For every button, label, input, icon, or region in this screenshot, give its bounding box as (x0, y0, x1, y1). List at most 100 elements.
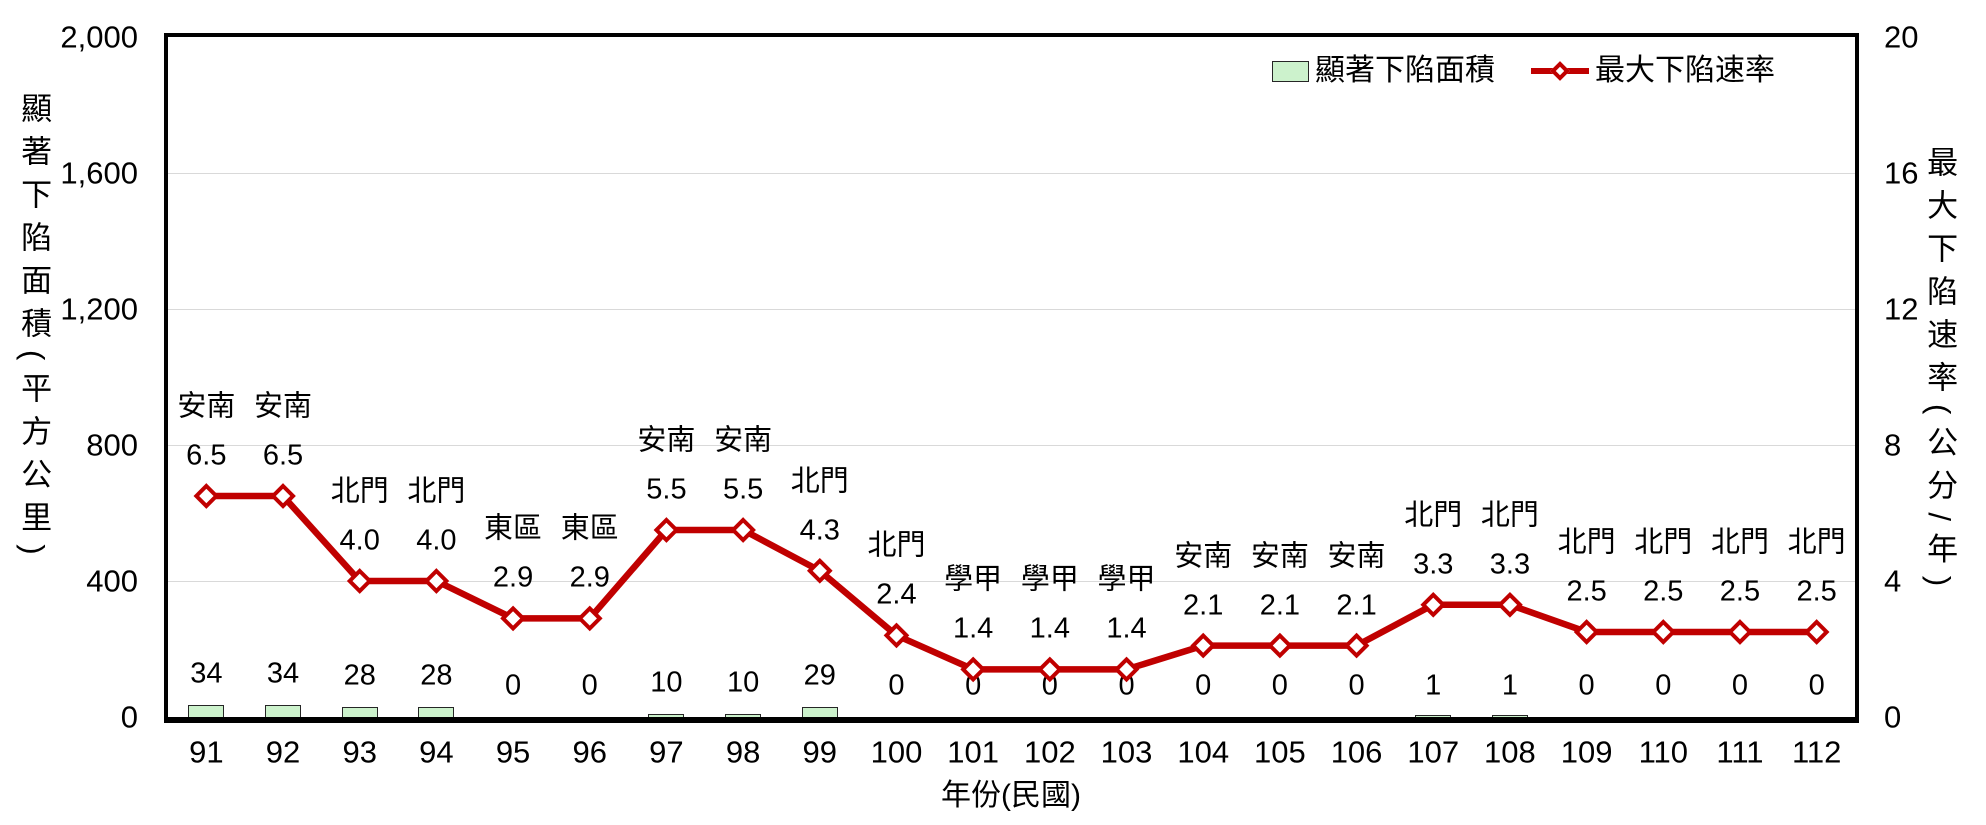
point-location-label: 北門 (867, 529, 926, 562)
y-left-tick-label: 0 (120, 699, 138, 735)
x-tick-label: 102 (1023, 734, 1076, 770)
point-location-label: 東區 (560, 512, 619, 545)
x-tick-label: 104 (1177, 734, 1230, 770)
x-tick-label: 112 (1791, 734, 1842, 770)
y-left-tick-label: 2,000 (60, 19, 138, 55)
y-left-tick-label: 1,200 (60, 291, 138, 327)
bar (1491, 715, 1528, 717)
point-location-label: 學甲 (1097, 563, 1156, 596)
diamond-marker-icon (806, 557, 833, 584)
rate-line-series (193, 483, 1830, 683)
point-value-label: 2.1 (1183, 589, 1224, 622)
bar-value-label: 0 (1731, 669, 1749, 702)
bar-value-label: 1 (1425, 669, 1442, 702)
bar (265, 705, 302, 717)
point-location-label: 學甲 (944, 563, 1003, 596)
y-left-tick-label: 800 (86, 427, 138, 463)
point-value-label: 6.5 (262, 439, 304, 472)
x-tick-label: 100 (870, 734, 923, 770)
legend-item-rate: 最大下陷速率 (1531, 56, 1775, 86)
gridline (168, 581, 1855, 582)
diamond-marker-icon (960, 656, 986, 683)
diamond-marker-icon (1420, 591, 1447, 618)
x-tick-label: 101 (947, 734, 1000, 770)
legend-label-rate: 最大下陷速率 (1595, 54, 1775, 87)
bar-value-label: 0 (504, 669, 522, 702)
bar-value-label: 0 (581, 669, 598, 702)
gridline (168, 173, 1855, 174)
diamond-marker-icon (576, 605, 603, 632)
bar-value-label: 0 (1041, 669, 1058, 702)
diamond-marker-icon (1037, 656, 1063, 683)
x-tick-label: 93 (342, 734, 377, 770)
x-tick-label: 107 (1407, 734, 1460, 770)
point-value-label: 1.4 (1029, 612, 1070, 645)
point-location-label: 東區 (484, 512, 543, 545)
bar-value-label: 10 (650, 666, 683, 699)
point-location-label: 北門 (1404, 499, 1463, 532)
point-value-label: 5.5 (646, 473, 687, 506)
point-location-label: 北門 (1480, 499, 1539, 532)
bar-value-label: 1 (1501, 669, 1518, 702)
point-location-label: 安南 (1250, 540, 1309, 573)
x-tick-label: 103 (1100, 734, 1153, 770)
point-location-label: 安南 (1327, 540, 1386, 573)
point-value-label: 3.3 (1489, 548, 1531, 581)
line-path (206, 492, 1817, 673)
bar-value-label: 0 (1808, 669, 1825, 702)
diamond-marker-icon (1343, 632, 1370, 659)
x-tick-label: 105 (1254, 734, 1306, 770)
point-location-label: 北門 (1710, 526, 1769, 559)
point-value-label: 2.1 (1336, 589, 1377, 622)
bar (1415, 715, 1452, 717)
point-value-label: 6.5 (186, 439, 227, 472)
x-tick-label: 99 (802, 734, 838, 770)
point-location-label: 安南 (254, 390, 313, 423)
bar-value-label: 0 (1271, 669, 1288, 702)
gridline (168, 445, 1855, 446)
diamond-marker-icon (500, 605, 526, 632)
bar (648, 713, 685, 717)
point-value-label: 2.9 (492, 561, 534, 594)
diamond-marker-icon (423, 568, 450, 594)
y-right-tick-label: 8 (1884, 427, 1902, 463)
x-tick-label: 94 (419, 734, 454, 770)
point-value-label: 2.5 (1643, 575, 1684, 608)
x-tick-label: 91 (189, 734, 224, 770)
bar-value-label: 10 (726, 666, 760, 699)
y-left-tick-label: 400 (86, 563, 138, 599)
x-tick-label: 97 (649, 734, 684, 770)
bar-value-label: 28 (420, 659, 453, 692)
point-value-label: 2.1 (1259, 589, 1301, 622)
bar-value-label: 34 (266, 657, 300, 690)
x-tick-label: 109 (1560, 734, 1613, 770)
diamond-marker-icon (653, 517, 680, 543)
point-location-label: 北門 (1557, 526, 1616, 559)
point-value-label: 1.4 (1106, 612, 1147, 645)
point-value-label: 2.9 (569, 561, 610, 594)
point-value-label: 2.5 (1796, 575, 1837, 608)
plot-area: 34 34 28 28 0 0 10 10 29 0 0 0 0 0 0 0 1 1 0 0 0 0 安南 6.5 安南 6.5 北… (164, 33, 1859, 723)
point-location-label: 安南 (1174, 540, 1233, 573)
bar-value-label: 0 (1118, 669, 1135, 702)
point-location-label: 安南 (637, 424, 696, 457)
x-tick-label: 95 (495, 734, 531, 770)
legend-item-area: 顯著下陷面積 (1272, 56, 1495, 86)
diamond-marker-icon (730, 517, 756, 543)
diamond-marker-icon (1497, 591, 1523, 618)
bar-value-label: 0 (965, 669, 982, 702)
diamond-marker-icon (346, 568, 373, 594)
diamond-marker-icon (1113, 656, 1140, 683)
x-tick-label: 92 (265, 734, 301, 770)
point-location-label: 北門 (1634, 526, 1693, 559)
diamond-marker-icon (1190, 632, 1217, 659)
y-right-tick-label: 4 (1884, 563, 1902, 599)
diamond-marker-icon (193, 483, 220, 509)
point-value-label: 4.3 (799, 514, 840, 547)
y-right-tick-label: 16 (1884, 155, 1919, 191)
bar-value-label: 0 (888, 669, 905, 702)
diamond-marker-icon (1727, 619, 1753, 645)
point-location-label: 北門 (1787, 526, 1846, 559)
right-axis-title: 最大下陷速率(公分/年) (1922, 146, 1958, 599)
bar-value-label: 29 (803, 659, 836, 692)
